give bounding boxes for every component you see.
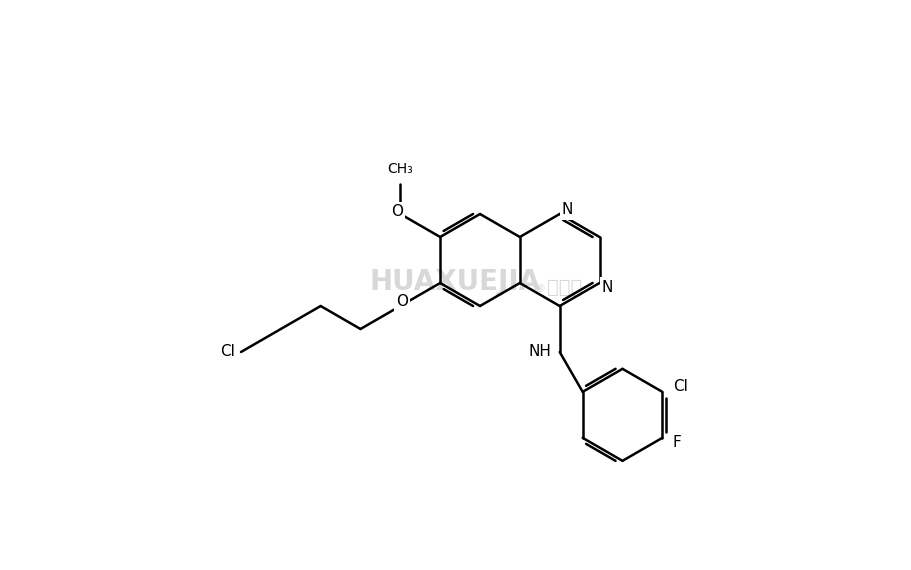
Text: N: N — [602, 279, 613, 295]
Text: N: N — [562, 202, 573, 218]
Text: HUAXUEJIA: HUAXUEJIA — [370, 268, 540, 296]
Text: F: F — [672, 435, 681, 450]
Text: 化学加: 化学加 — [548, 278, 583, 296]
Text: Cl: Cl — [673, 380, 688, 394]
Text: ®: ® — [535, 284, 546, 294]
Text: NH: NH — [528, 344, 552, 360]
Text: CH₃: CH₃ — [387, 162, 414, 176]
Text: O: O — [392, 205, 404, 219]
Text: Cl: Cl — [220, 344, 235, 360]
Text: O: O — [396, 294, 408, 308]
